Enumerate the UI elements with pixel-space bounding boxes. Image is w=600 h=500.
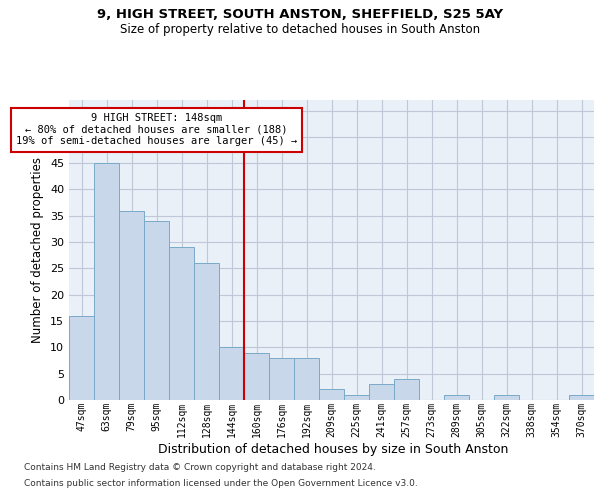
Text: 9 HIGH STREET: 148sqm
← 80% of detached houses are smaller (188)
19% of semi-det: 9 HIGH STREET: 148sqm ← 80% of detached … [16,113,297,146]
Text: Size of property relative to detached houses in South Anston: Size of property relative to detached ho… [120,22,480,36]
Text: Distribution of detached houses by size in South Anston: Distribution of detached houses by size … [158,442,508,456]
Bar [169,248,194,400]
Bar [369,384,394,400]
Bar [394,379,419,400]
Bar [494,394,519,400]
Y-axis label: Number of detached properties: Number of detached properties [31,157,44,343]
Bar [294,358,319,400]
Bar [319,390,344,400]
Text: 9, HIGH STREET, SOUTH ANSTON, SHEFFIELD, S25 5AY: 9, HIGH STREET, SOUTH ANSTON, SHEFFIELD,… [97,8,503,20]
Text: Contains HM Land Registry data © Crown copyright and database right 2024.: Contains HM Land Registry data © Crown c… [24,464,376,472]
Bar [119,210,144,400]
Bar [344,394,369,400]
Bar [444,394,469,400]
Bar [219,348,244,400]
Bar [69,316,94,400]
Bar [194,263,219,400]
Bar [269,358,294,400]
Text: Contains public sector information licensed under the Open Government Licence v3: Contains public sector information licen… [24,478,418,488]
Bar [144,221,169,400]
Bar [94,163,119,400]
Bar [244,352,269,400]
Bar [569,394,594,400]
